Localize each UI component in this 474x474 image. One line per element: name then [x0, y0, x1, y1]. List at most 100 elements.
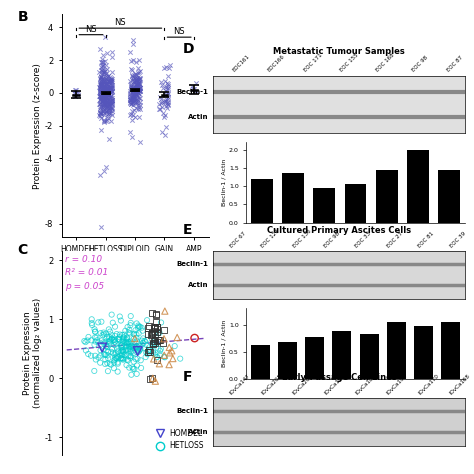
Point	[135, 56, 142, 64]
Point	[105, 100, 113, 108]
Point	[128, 110, 135, 118]
Point	[130, 77, 137, 85]
Point	[176, 355, 184, 363]
Point	[133, 84, 141, 91]
Point	[145, 324, 152, 332]
Point	[165, 64, 173, 72]
Point	[101, 101, 109, 109]
Point	[102, 75, 110, 82]
Point	[103, 99, 111, 107]
Point	[133, 334, 140, 341]
Point	[109, 107, 116, 114]
Point	[158, 81, 166, 89]
Point	[130, 90, 137, 98]
Point	[99, 107, 106, 114]
Point	[124, 323, 131, 331]
Point	[136, 88, 144, 95]
Point	[127, 340, 134, 348]
Point	[115, 335, 123, 343]
Point	[162, 95, 170, 103]
Point	[118, 351, 126, 358]
Point	[135, 76, 142, 83]
Point	[107, 77, 114, 84]
Point	[143, 342, 151, 349]
Point	[127, 66, 135, 73]
Point	[96, 45, 104, 53]
Point	[98, 82, 105, 89]
Text: EOC 87: EOC 87	[447, 55, 465, 73]
Bar	[414, 326, 433, 379]
Point	[123, 361, 130, 369]
Point	[102, 342, 110, 350]
Point	[104, 77, 111, 85]
Point	[100, 345, 107, 353]
Point	[135, 348, 142, 356]
Point	[159, 109, 167, 117]
Point	[83, 337, 91, 344]
Point	[153, 328, 161, 336]
Text: IOvCa201: IOvCa201	[292, 373, 314, 396]
Point	[98, 68, 106, 75]
Point	[133, 77, 140, 85]
Point	[102, 117, 109, 125]
Point	[150, 338, 158, 346]
Point	[127, 354, 134, 362]
Point	[144, 350, 151, 358]
Point	[124, 356, 131, 363]
Point	[111, 354, 119, 361]
Point	[97, 127, 105, 134]
Text: F: F	[183, 370, 192, 384]
Point	[136, 74, 143, 82]
Point	[99, 331, 106, 339]
Point	[161, 99, 168, 106]
Point	[132, 89, 139, 96]
Bar	[283, 173, 304, 223]
Point	[99, 78, 107, 85]
Point	[125, 345, 133, 353]
Point	[134, 69, 141, 76]
Point	[118, 347, 126, 355]
Text: E: E	[183, 223, 192, 237]
Point	[108, 85, 115, 92]
Point	[107, 109, 115, 117]
Point	[104, 81, 112, 88]
Point	[106, 94, 114, 102]
Point	[72, 87, 79, 94]
Point	[137, 342, 145, 350]
Point	[108, 331, 116, 339]
Point	[130, 85, 138, 93]
Point	[119, 346, 127, 354]
Point	[136, 75, 143, 82]
Point	[109, 319, 117, 327]
Point	[98, 80, 105, 88]
Point	[99, 70, 107, 78]
Point	[97, 352, 104, 359]
Point	[106, 73, 113, 81]
Point	[105, 98, 113, 106]
Point	[108, 96, 116, 104]
Point	[133, 370, 140, 378]
Text: IOvCa182: IOvCa182	[323, 373, 346, 396]
Point	[127, 352, 135, 360]
Point	[136, 80, 143, 88]
Point	[131, 95, 138, 103]
Point	[98, 78, 105, 86]
Point	[97, 84, 104, 91]
Point	[91, 328, 99, 335]
Point	[132, 89, 139, 97]
Point	[99, 98, 107, 105]
Point	[99, 68, 107, 76]
Point	[100, 62, 107, 70]
Point	[126, 87, 134, 95]
Point	[88, 319, 96, 327]
Point	[128, 343, 136, 350]
Point	[107, 104, 115, 112]
Point	[111, 338, 119, 346]
Point	[100, 77, 108, 84]
Point	[116, 333, 123, 341]
Point	[100, 82, 108, 90]
Point	[153, 337, 161, 345]
Point	[102, 97, 110, 104]
Point	[104, 72, 111, 80]
Point	[97, 80, 104, 88]
